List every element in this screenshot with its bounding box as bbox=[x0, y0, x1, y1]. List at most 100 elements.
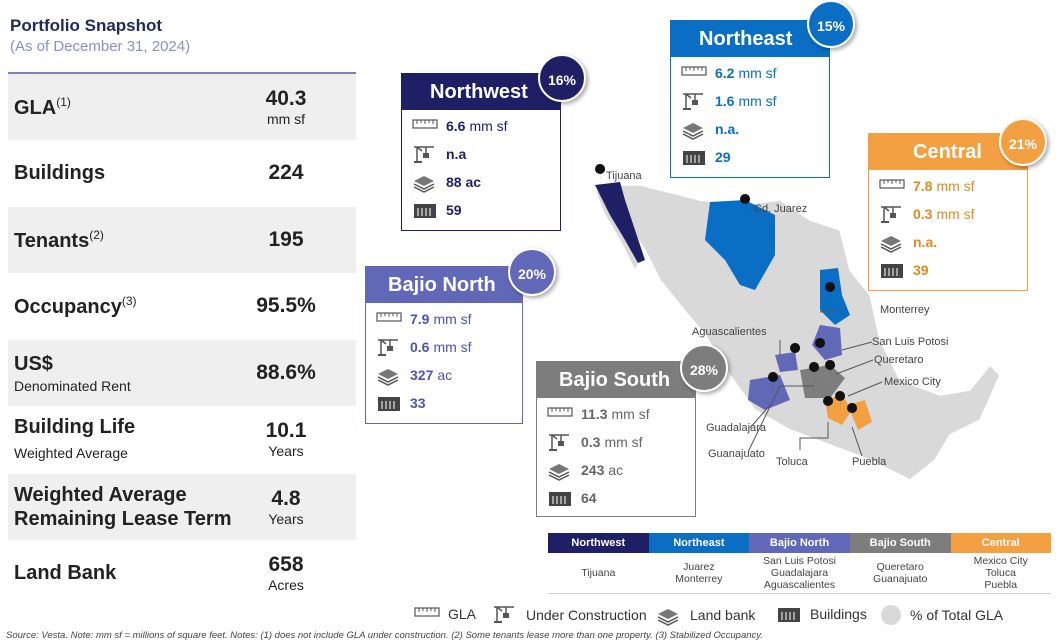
city-label-monterrey: Monterrey bbox=[880, 304, 930, 316]
gla-row: 7.9 mm sf bbox=[366, 305, 522, 333]
construction-row: 1.6 mm sf bbox=[671, 87, 829, 115]
table-header: Central bbox=[950, 533, 1051, 553]
kpi-row-occupancy: Occupancy(3) 95.5% bbox=[8, 273, 356, 339]
pct-badge-northeast: 15% bbox=[807, 0, 855, 48]
pin-cdmx-icon bbox=[835, 391, 846, 413]
northwest-region-shape bbox=[595, 182, 645, 263]
buildings-value: 64 bbox=[581, 490, 597, 506]
land-value: n.a. bbox=[715, 121, 740, 137]
gla-row: 11.3 mm sf bbox=[537, 400, 695, 428]
table-header: Northwest bbox=[548, 533, 649, 553]
city-label-cdmx: Mexico City bbox=[884, 376, 941, 388]
table-header: Bajio South bbox=[849, 533, 951, 553]
pin-guadalajara-icon bbox=[768, 372, 779, 394]
land-row: 88 ac bbox=[402, 168, 560, 196]
crane-icon bbox=[880, 206, 902, 224]
gla-value: 6.2 bbox=[715, 65, 735, 81]
legend-label: % of Total GLA bbox=[910, 607, 1004, 623]
buildings-row: 59 bbox=[402, 196, 560, 224]
building-icon bbox=[413, 203, 437, 219]
land-bank-icon bbox=[548, 463, 570, 481]
land-row: n.a. bbox=[671, 115, 829, 143]
building-icon bbox=[377, 396, 401, 412]
kpi-unit: Years bbox=[268, 511, 304, 527]
crane-icon bbox=[493, 606, 515, 624]
region-card-northeast: Northeast 6.2 mm sf 1.6 mm sf n.a. 29 bbox=[670, 20, 830, 178]
city-name: Tijuana bbox=[581, 567, 616, 579]
gla-unit: mm sf bbox=[738, 65, 777, 81]
city-label-slp: San Luis Potosi bbox=[872, 336, 949, 348]
region-card-northwest: Northwest 6.6 mm sf n.a 88 ac 59 bbox=[401, 73, 561, 231]
divider bbox=[8, 72, 356, 74]
city-name: Mexico City bbox=[973, 555, 1028, 567]
buildings-row: 64 bbox=[537, 484, 695, 512]
bajio-north-jalisco bbox=[748, 375, 790, 410]
city-label-aguascalientes: Aguascalientes bbox=[692, 326, 767, 338]
gla-row: 6.6 mm sf bbox=[402, 112, 560, 140]
table-cell: Queretaro Guanajuato bbox=[849, 553, 951, 594]
kpi-row-buildings: Buildings 224 bbox=[8, 140, 356, 206]
kpi-label: US$ bbox=[14, 353, 53, 375]
construction-value: 0.6 bbox=[410, 339, 430, 355]
bajio-south-region-shape bbox=[800, 365, 845, 398]
kpi-label: Tenants bbox=[14, 229, 90, 252]
kpi-row-lease-term: Weighted Average Remaining Lease Term 4.… bbox=[8, 474, 356, 540]
crane-icon bbox=[682, 93, 704, 111]
city-name: Puebla bbox=[984, 579, 1018, 591]
land-unit: ac bbox=[437, 367, 453, 383]
city-label-toluca: Toluca bbox=[776, 456, 808, 468]
region-card-central: Central 7.8 mm sf 0.3 mm sf n.a. 39 bbox=[868, 133, 1028, 291]
table-header: Bajio North bbox=[749, 533, 850, 553]
region-city-table: Northwest Northeast Bajio North Bajio So… bbox=[548, 533, 1051, 594]
pin-monterrey-icon bbox=[825, 282, 836, 304]
page-title: Portfolio Snapshot bbox=[10, 16, 163, 35]
table-header-row: Northwest Northeast Bajio North Bajio So… bbox=[548, 533, 1051, 553]
region-title: Northwest bbox=[402, 74, 560, 110]
kpi-row-building-life: Building Life Weighted Average 10.1 Years bbox=[8, 406, 356, 472]
gla-value: 7.8 bbox=[913, 178, 933, 194]
kpi-unit: mm sf bbox=[266, 111, 306, 127]
construction-value: 0.3 bbox=[581, 434, 601, 450]
bajio-north-slp bbox=[812, 325, 842, 360]
land-row: 243 ac bbox=[537, 456, 695, 484]
pin-queretaro-icon bbox=[825, 360, 836, 382]
city-label-guanajuato: Guanajuato bbox=[708, 448, 765, 460]
kpi-row-gla: GLA(1) 40.3 mm sf bbox=[8, 74, 356, 140]
table-cell: Mexico City Toluca Puebla bbox=[950, 553, 1051, 594]
table-cell: Juarez Monterrey bbox=[648, 553, 750, 594]
buildings-value: 39 bbox=[913, 262, 929, 278]
city-name: Guadalajara bbox=[770, 567, 829, 579]
city-name: Toluca bbox=[985, 567, 1016, 579]
land-bank-icon bbox=[880, 235, 902, 253]
building-icon bbox=[777, 607, 801, 623]
leader-lines bbox=[747, 309, 883, 457]
region-title: Central bbox=[869, 134, 1027, 170]
gla-unit: mm sf bbox=[611, 406, 650, 422]
page-subtitle: (As of December 31, 2024) bbox=[10, 38, 191, 55]
kpi-sublabel: Denominated Rent bbox=[14, 378, 131, 394]
pin-tijuana-icon bbox=[595, 164, 606, 186]
building-icon bbox=[548, 491, 572, 507]
pin-guanajuato-icon bbox=[809, 362, 820, 384]
kpi-value: 4.8 bbox=[271, 487, 301, 510]
kpi-label: Weighted Average Remaining Lease Term bbox=[14, 484, 232, 530]
table-header: Northeast bbox=[648, 533, 750, 553]
land-row: 327 ac bbox=[366, 361, 522, 389]
pin-juarez-icon bbox=[740, 194, 751, 216]
city-label-guadalajara: Guadalajara bbox=[706, 422, 766, 434]
gla-icon bbox=[412, 119, 438, 129]
city-label-puebla: Puebla bbox=[852, 456, 887, 468]
circle-icon bbox=[881, 605, 901, 625]
city-name: Monterrey bbox=[675, 573, 723, 585]
region-title: Bajio South bbox=[537, 362, 695, 398]
land-row: n.a. bbox=[869, 228, 1027, 256]
legend-buildings: Buildings bbox=[776, 604, 867, 624]
kpi-row-tenants: Tenants(2) 195 bbox=[8, 207, 356, 273]
table-row: Tijuana Juarez Monterrey San Luis Potosi G… bbox=[548, 553, 1051, 594]
gla-unit: mm sf bbox=[936, 178, 975, 194]
land-value: n.a. bbox=[913, 234, 938, 250]
city-name: Guanajuato bbox=[873, 573, 928, 585]
city-label-tijuana: Tijuana bbox=[606, 170, 642, 182]
gla-row: 7.8 mm sf bbox=[869, 172, 1027, 200]
construction-value: n.a bbox=[446, 146, 467, 162]
